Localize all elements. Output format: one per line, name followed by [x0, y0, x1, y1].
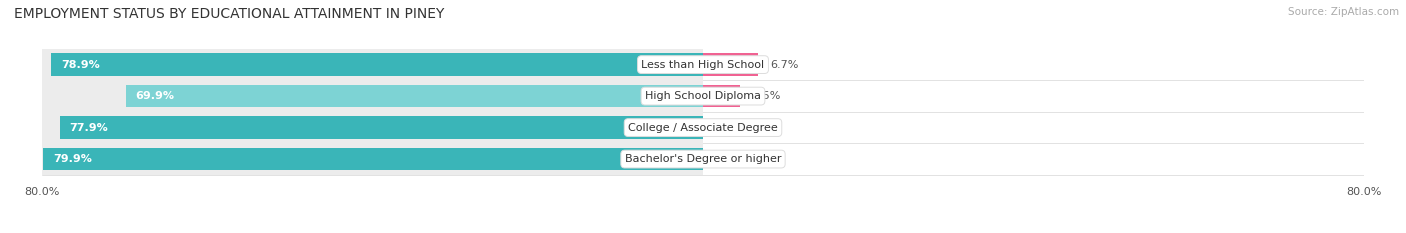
Text: Source: ZipAtlas.com: Source: ZipAtlas.com [1288, 7, 1399, 17]
Text: EMPLOYMENT STATUS BY EDUCATIONAL ATTAINMENT IN PINEY: EMPLOYMENT STATUS BY EDUCATIONAL ATTAINM… [14, 7, 444, 21]
Bar [42, 143, 703, 175]
Text: High School Diploma: High School Diploma [645, 91, 761, 101]
Text: Less than High School: Less than High School [641, 60, 765, 70]
Text: 79.9%: 79.9% [53, 154, 91, 164]
Text: 78.9%: 78.9% [62, 60, 100, 70]
Text: College / Associate Degree: College / Associate Degree [628, 123, 778, 133]
Bar [42, 49, 703, 80]
Bar [51, 53, 703, 76]
Bar [42, 112, 703, 143]
Text: 4.5%: 4.5% [752, 91, 780, 101]
Text: 0.0%: 0.0% [716, 123, 744, 133]
Text: Bachelor's Degree or higher: Bachelor's Degree or higher [624, 154, 782, 164]
Bar [59, 116, 703, 139]
Bar [125, 85, 703, 107]
Bar [44, 148, 703, 170]
Text: 0.0%: 0.0% [716, 154, 744, 164]
Bar [42, 80, 703, 112]
Bar [703, 53, 758, 76]
Text: 6.7%: 6.7% [770, 60, 799, 70]
Text: 77.9%: 77.9% [69, 123, 108, 133]
Legend: In Labor Force, Unemployed: In Labor Force, Unemployed [596, 230, 810, 233]
Text: 69.9%: 69.9% [135, 91, 174, 101]
Bar [703, 85, 740, 107]
